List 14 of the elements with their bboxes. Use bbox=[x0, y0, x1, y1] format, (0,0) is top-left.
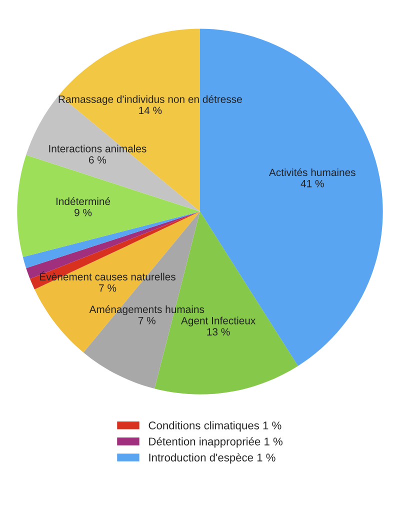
legend-label: Détention inappropriée 1 % bbox=[149, 437, 282, 448]
legend-label: Conditions climatiques 1 % bbox=[148, 421, 282, 432]
data-label: 7 % bbox=[99, 284, 116, 292]
data-label: 7 % bbox=[138, 316, 156, 324]
legend-label: Introduction d'espèce 1 % bbox=[149, 453, 276, 464]
data-label: 41 % bbox=[300, 180, 324, 188]
pie-slice bbox=[17, 155, 200, 258]
data-label: 14 % bbox=[139, 106, 162, 114]
data-label: 9 % bbox=[74, 208, 92, 216]
slice-label: Indéterminé bbox=[56, 197, 110, 206]
slice-label: Agent Infectieux bbox=[180, 316, 256, 326]
slice-label: Activités humaines bbox=[268, 168, 356, 176]
data-label: 6 % bbox=[89, 156, 106, 164]
data-label: 13 % bbox=[207, 328, 230, 336]
